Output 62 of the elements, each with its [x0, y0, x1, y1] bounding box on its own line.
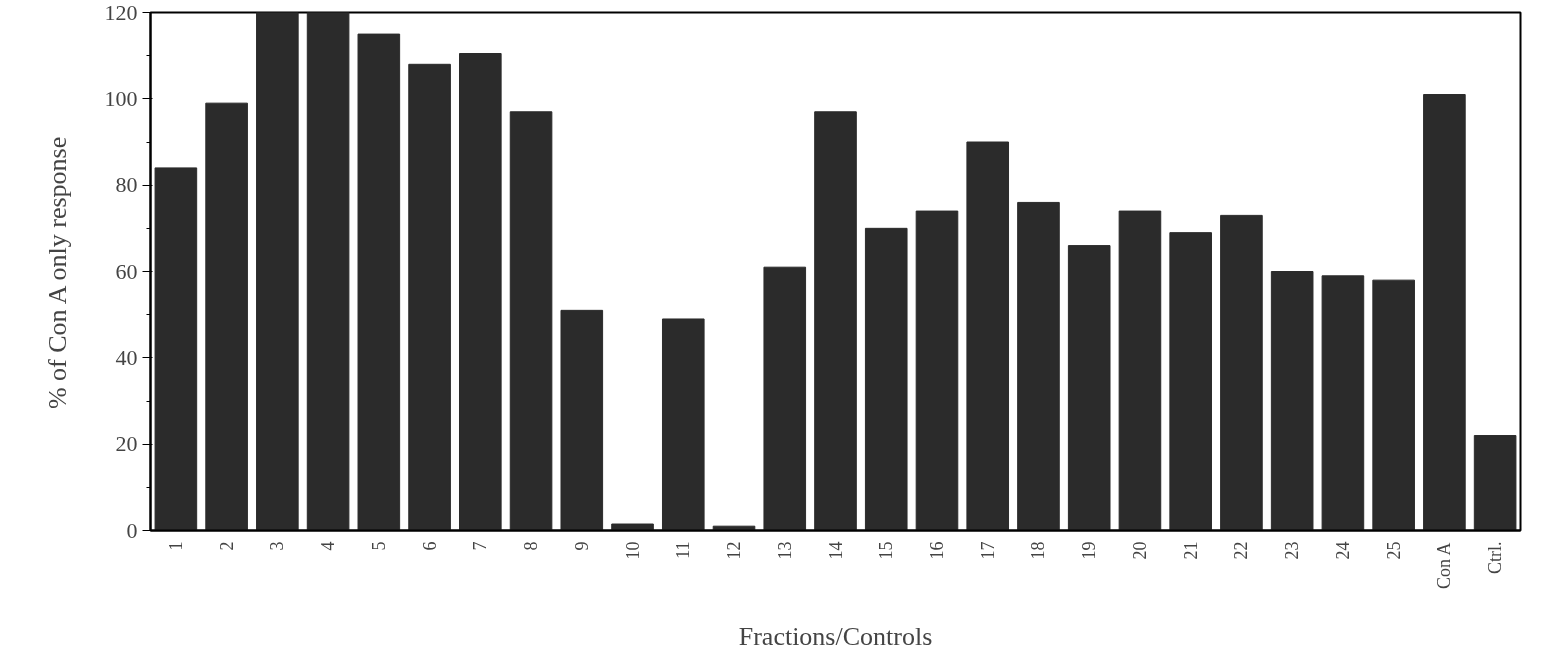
y-tick-label: 0 — [126, 517, 138, 543]
bar — [1473, 435, 1517, 531]
x-tick-label: 25 — [1383, 541, 1404, 560]
x-tick-label: 5 — [368, 541, 389, 551]
x-tick-label: 15 — [876, 541, 897, 560]
x-tick-label: Ctrl. — [1485, 541, 1506, 574]
bar — [814, 111, 857, 531]
bar — [560, 309, 604, 531]
x-tick-label: 24 — [1332, 541, 1353, 560]
x-tick-label: 9 — [571, 541, 592, 551]
bar — [205, 102, 248, 531]
x-tick-label: 22 — [1231, 541, 1252, 560]
y-tick-label: 40 — [115, 344, 138, 370]
y-tick-label: 100 — [104, 85, 138, 111]
x-tick-label: 17 — [977, 541, 998, 560]
x-tick-label: 11 — [673, 541, 694, 559]
x-tick-label: 7 — [470, 541, 491, 551]
bar — [611, 523, 654, 531]
bar — [1321, 275, 1365, 531]
x-tick-label: 21 — [1180, 541, 1201, 560]
x-tick-label: 20 — [1129, 541, 1150, 560]
bar — [509, 111, 553, 531]
bar — [1372, 279, 1415, 531]
x-tick-label: 13 — [774, 541, 795, 560]
x-tick-label: 6 — [419, 541, 440, 551]
x-tick-label: 10 — [622, 541, 643, 560]
y-tick-label: 20 — [115, 431, 138, 457]
x-tick-label: 14 — [825, 541, 846, 560]
bar — [915, 210, 959, 531]
bar — [256, 12, 299, 531]
bar — [1220, 214, 1263, 531]
y-axis-title: % of Con A only response — [42, 136, 72, 410]
x-tick-label: 4 — [318, 541, 339, 551]
bar — [966, 141, 1010, 531]
x-axis-title: Fractions/Controls — [738, 622, 933, 651]
bar — [661, 318, 705, 531]
bar — [357, 33, 401, 531]
x-tick-label: 8 — [521, 541, 542, 551]
x-tick-label: 18 — [1028, 541, 1049, 560]
x-tick-label: 12 — [724, 541, 745, 560]
bar — [306, 12, 350, 531]
bar — [1067, 245, 1111, 531]
bar — [1423, 94, 1466, 531]
y-tick-label: 60 — [115, 258, 138, 284]
x-tick-label: 23 — [1282, 541, 1303, 560]
bar — [763, 266, 807, 531]
x-tick-label: Con A — [1434, 542, 1455, 589]
bar — [154, 167, 198, 531]
bar — [459, 53, 502, 531]
x-tick-label: 1 — [165, 541, 186, 551]
bar — [1118, 210, 1162, 531]
bar — [1169, 232, 1212, 531]
bar — [408, 63, 451, 531]
bar — [1270, 271, 1314, 531]
bar — [1017, 201, 1060, 531]
y-tick-label: 120 — [104, 0, 138, 25]
x-tick-label: 19 — [1079, 541, 1100, 560]
bar — [864, 227, 908, 531]
x-tick-label: 2 — [216, 541, 237, 551]
y-tick-label: 80 — [115, 172, 138, 198]
x-tick-label: 16 — [926, 541, 947, 560]
x-tick-label: 3 — [267, 541, 288, 551]
